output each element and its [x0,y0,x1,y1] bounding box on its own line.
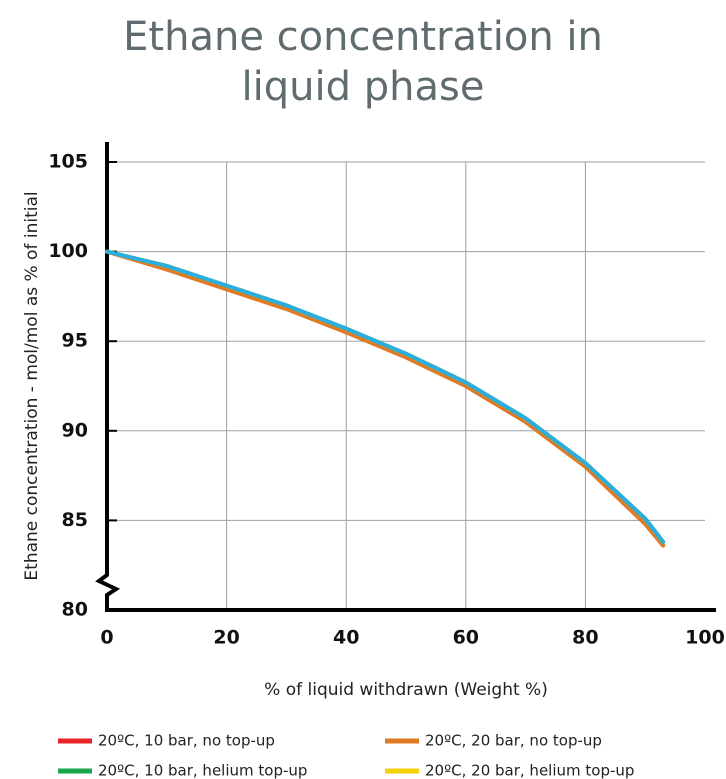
y-tick-label: 90 [62,419,88,441]
x-tick-label: 0 [100,627,113,649]
legend-label: 20ºC, 20 bar, no top-up [425,732,602,750]
x-tick-label: 60 [453,627,479,649]
x-tick-label: 20 [213,627,239,649]
legend-label: 20ºC, 20 bar, helium top-up [425,762,634,779]
x-tick-label: 40 [333,627,359,649]
chart-title: Ethane concentration in liquid phase [123,14,603,110]
y-axis-label: Ethane concentration - mol/mol as % of i… [22,191,42,580]
y-tick-label: 100 [48,240,88,262]
series-line [105,249,666,544]
series-line [105,249,666,548]
legend-label: 20ºC, 10 bar, no top-up [98,732,275,750]
y-tick-label: 85 [62,509,88,531]
y-axis [95,142,121,612]
x-tick-label: 100 [685,627,725,649]
series-line [105,249,666,544]
series-line [105,249,666,548]
y-tick-label: 95 [62,330,88,352]
y-tick-label: 105 [48,151,88,173]
x-axis-label: % of liquid withdrawn (Weight %) [264,680,548,700]
series-line [105,249,666,544]
x-tick-label: 80 [572,627,598,649]
y-tick-label: 80 [62,599,88,621]
legend-label: 20ºC, 10 bar, helium top-up [98,762,307,779]
